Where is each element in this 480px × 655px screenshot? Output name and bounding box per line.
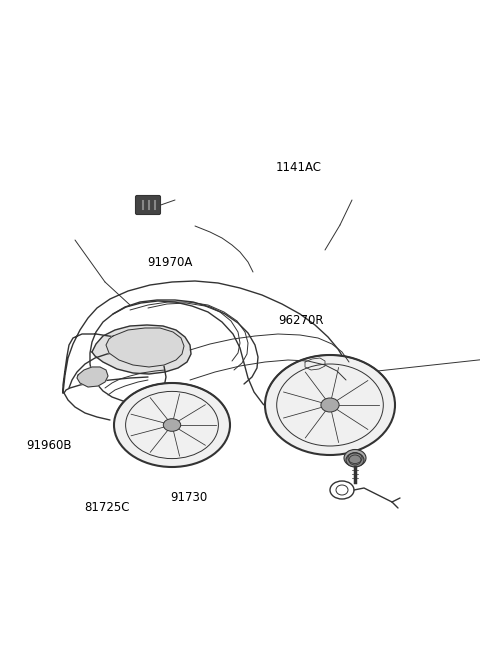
Text: 81725C: 81725C	[84, 501, 130, 514]
Ellipse shape	[346, 453, 364, 467]
Polygon shape	[106, 328, 184, 367]
Ellipse shape	[344, 449, 366, 466]
Text: 91960B: 91960B	[26, 439, 72, 452]
Text: 1141AC: 1141AC	[276, 160, 322, 174]
Ellipse shape	[114, 383, 230, 467]
Polygon shape	[92, 325, 191, 374]
Ellipse shape	[321, 398, 339, 412]
FancyBboxPatch shape	[135, 195, 160, 214]
Ellipse shape	[163, 419, 180, 431]
Ellipse shape	[265, 355, 395, 455]
Polygon shape	[77, 367, 108, 387]
Text: 96270R: 96270R	[278, 314, 324, 328]
Text: 91970A: 91970A	[148, 255, 193, 269]
Text: 91730: 91730	[170, 491, 208, 504]
